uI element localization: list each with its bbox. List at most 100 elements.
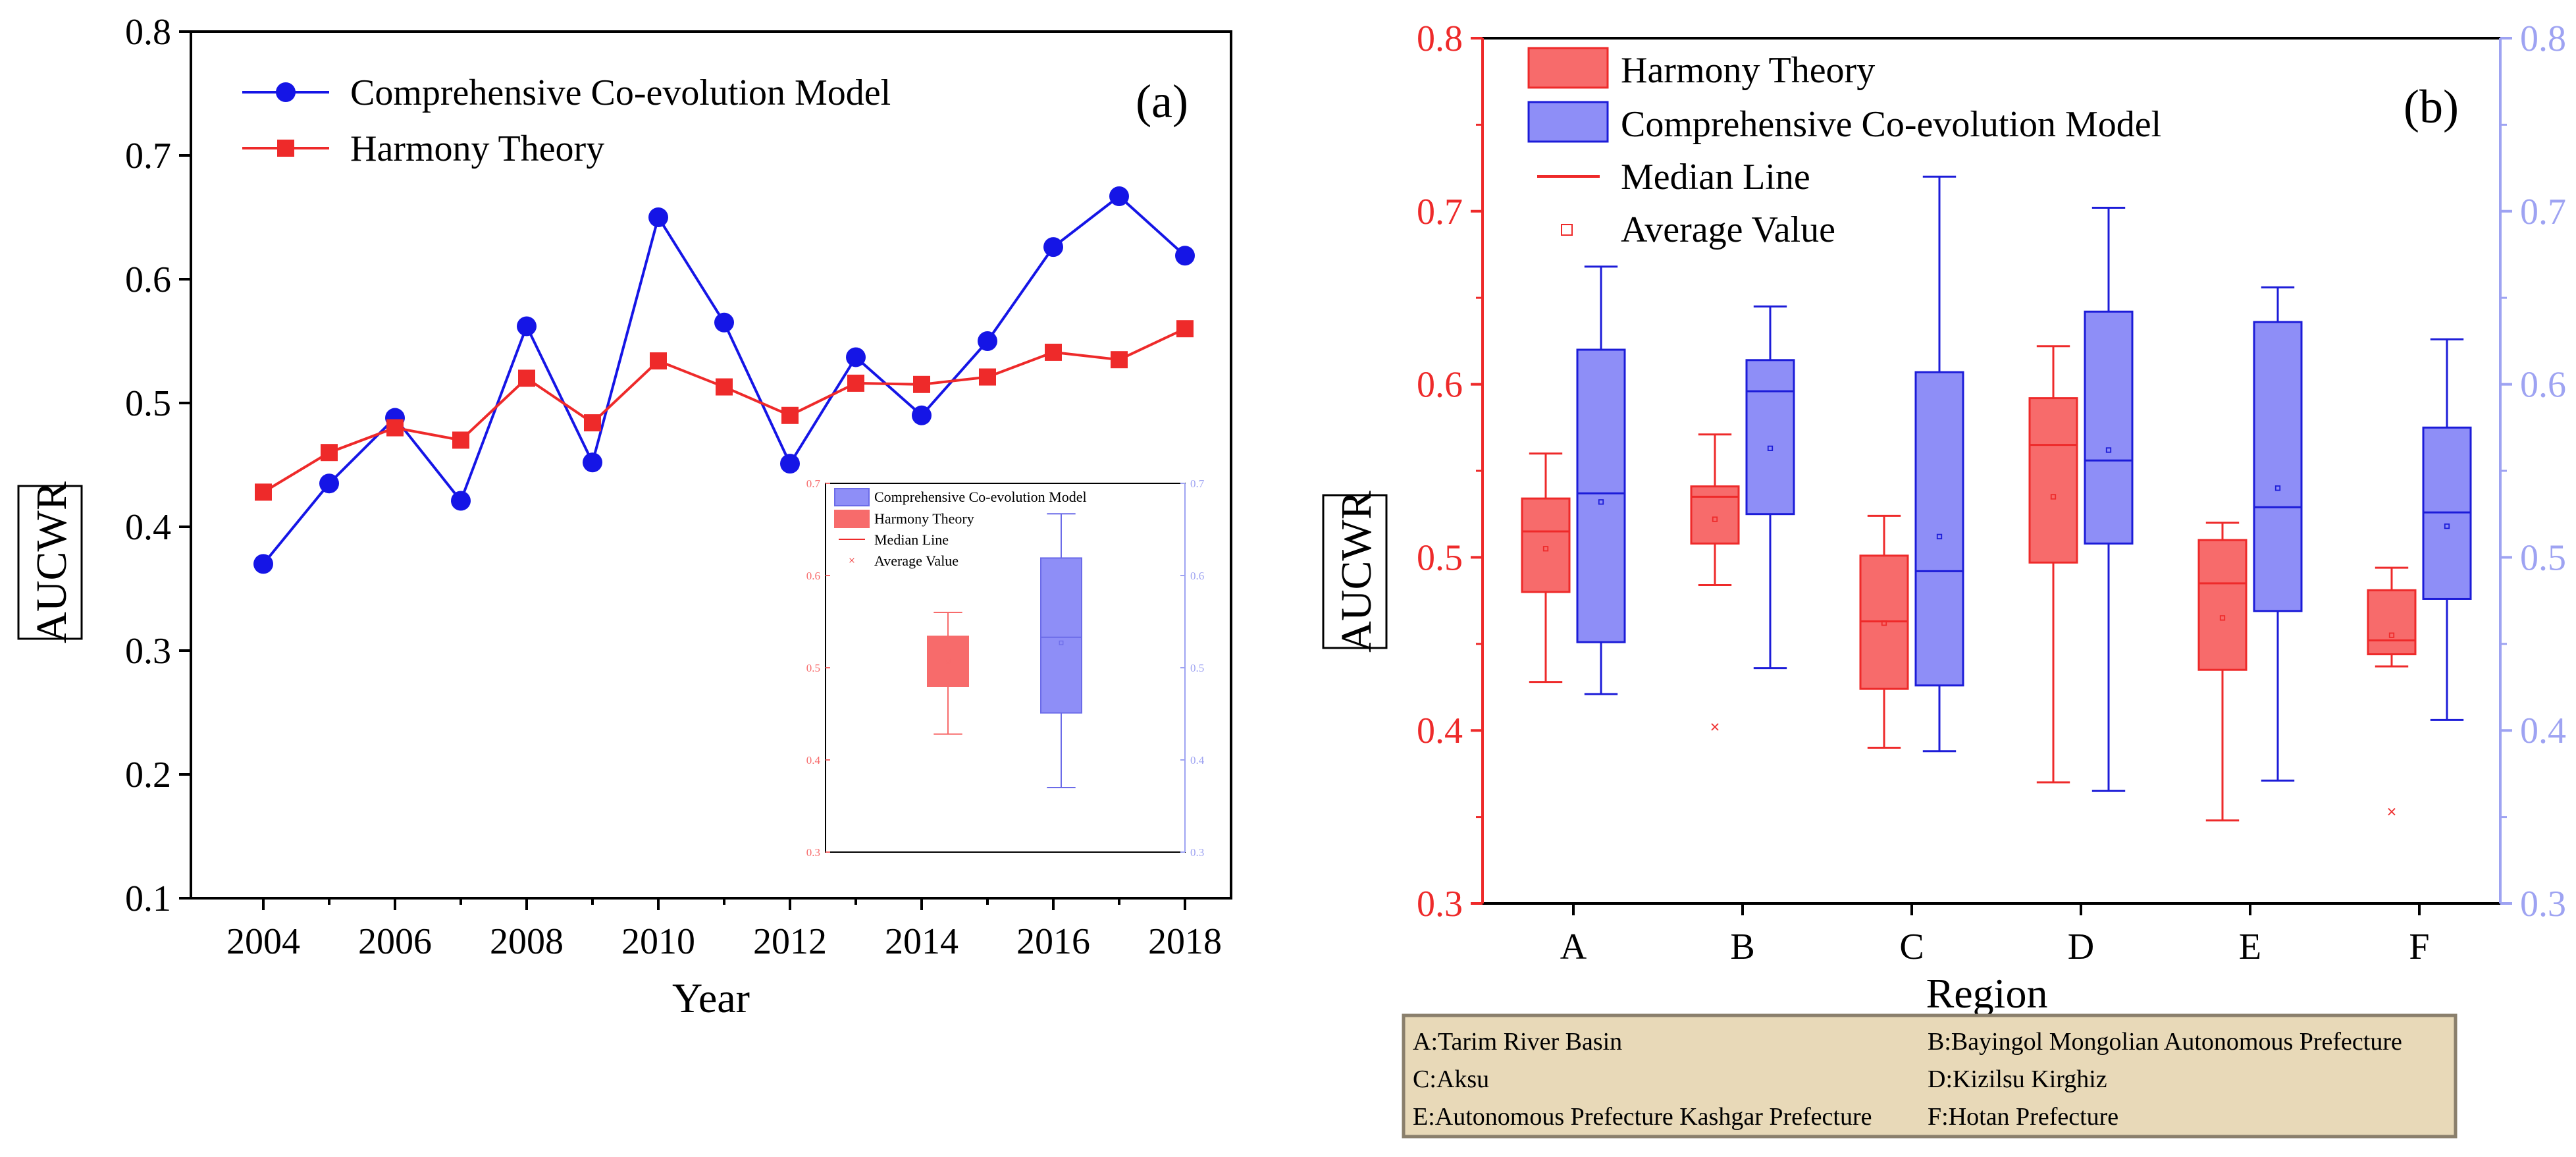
box-iqr <box>927 635 969 687</box>
inset-y-tick-label: 0.3 <box>806 846 820 859</box>
legend-swatch-harmony <box>1527 47 1609 89</box>
legend-b: Harmony Theory Comprehensive Co-evolution… <box>1527 47 2161 250</box>
inset-y-tick-label: 0.5 <box>806 662 820 674</box>
box-iqr <box>2084 310 2134 545</box>
y-tick-label-a: 0.1 <box>125 878 171 919</box>
box-ccm-B <box>1745 305 1795 670</box>
legend-label-b: Comprehensive Co-evolution Model <box>1621 104 2161 145</box>
legend-label-b: Median Line <box>1621 157 1810 198</box>
y-axis-label-b: AUCWR <box>1332 491 1380 653</box>
point-harmony <box>913 375 930 393</box>
legend-label-a: Harmony Theory <box>350 128 604 169</box>
point-harmony <box>255 483 272 501</box>
inset-y2-tick-label: 0.5 <box>1190 662 1204 674</box>
mean-marker <box>2444 523 2450 529</box>
inset-y-tick-label: 0.6 <box>806 570 820 582</box>
point-harmony <box>716 378 733 396</box>
x-tick-label-b: B <box>1730 927 1754 967</box>
legend-marker-a <box>277 140 294 157</box>
inset-frame <box>825 483 1186 853</box>
y-tick-label-a: 0.3 <box>125 631 171 672</box>
x-tick-label-a: 2008 <box>490 921 564 962</box>
box-iqr <box>1914 371 1964 687</box>
mean-marker <box>1542 546 1549 552</box>
y-tick-label-b: 0.6 <box>1417 365 1463 406</box>
point-harmony <box>1045 343 1062 361</box>
x-tick-label-a: 2012 <box>753 921 827 962</box>
y2-tick-label-b: 0.7 <box>2520 192 2566 232</box>
x-tick-label-a: 2006 <box>358 921 432 962</box>
x-tick-label-a: 2016 <box>1016 921 1090 962</box>
y-tick-label-a: 0.7 <box>125 136 171 176</box>
point-harmony <box>452 431 469 449</box>
box-iqr <box>2253 321 2303 612</box>
box-ccm-A <box>1576 265 1626 695</box>
box-harmony-B <box>1690 433 1740 731</box>
mean-marker <box>2105 447 2112 453</box>
point-ccm <box>714 312 734 333</box>
inset-chart: 0.3 0.3 0.4 0.4 0.5 0.5 0.6 0.6 0.7 0.7 Comprehens… <box>806 477 1205 859</box>
x-tick-label-b: C <box>1899 927 1924 967</box>
point-ccm <box>253 554 273 574</box>
mean-marker <box>2219 615 2226 621</box>
mean-marker <box>945 659 951 664</box>
mean-marker <box>1767 445 1774 451</box>
x-tick-label-b: D <box>2068 927 2094 967</box>
box-iqr <box>1745 359 1795 516</box>
point-harmony <box>979 368 996 386</box>
region-key-item: C:Aksu <box>1413 1065 1489 1093</box>
inset-y2-tick-label: 0.3 <box>1190 846 1204 859</box>
panel-label-b: (b) <box>2404 80 2459 133</box>
x-tick-label-b: A <box>1560 927 1587 967</box>
point-ccm <box>912 405 932 425</box>
point-harmony <box>1176 320 1194 338</box>
legend-swatch-ccm <box>1527 101 1609 143</box>
y-tick-label-a: 0.6 <box>125 259 171 300</box>
mean-marker <box>1712 516 1718 522</box>
point-ccm <box>1175 246 1195 266</box>
mean-marker <box>1598 499 1604 505</box>
legend-label-b: Average Value <box>1621 209 1835 250</box>
box-iqr <box>1521 497 1571 593</box>
region-key-item: F:Hotan Prefecture <box>1928 1103 2118 1131</box>
legend-a: Comprehensive Co-evolution Model Harmony … <box>242 72 891 169</box>
region-key-item: D:Kizilsu Kirghiz <box>1928 1065 2107 1093</box>
point-harmony <box>847 374 864 392</box>
y-tick-label-b: 0.5 <box>1417 537 1463 578</box>
x-tick-label-a: 2004 <box>226 921 300 962</box>
mean-marker <box>2274 485 2281 491</box>
region-key-item: B:Bayingol Mongolian Autonomous Prefectu… <box>1928 1028 2402 1056</box>
region-key-box <box>1402 1013 2458 1139</box>
box-iqr <box>1690 485 1740 545</box>
x-tick-label-b: E <box>2239 927 2261 967</box>
inset-y-tick-label: 0.7 <box>806 477 821 490</box>
point-ccm <box>978 331 997 351</box>
box-harmony-E <box>2197 522 2247 822</box>
y2-tick-label-b: 0.5 <box>2520 537 2566 578</box>
region-key-item: E:Autonomous Prefecture Kashgar Prefectu… <box>1413 1103 1872 1131</box>
y2-tick-label-b: 0.4 <box>2520 711 2566 751</box>
inset-box-harmony <box>927 612 969 735</box>
point-harmony <box>781 406 799 424</box>
point-ccm <box>583 452 602 473</box>
x-tick-label-a: 2010 <box>621 921 695 962</box>
point-ccm <box>1043 237 1063 257</box>
inset-y2-tick-label: 0.6 <box>1190 570 1204 582</box>
point-ccm <box>451 491 471 511</box>
y-tick-label-a: 0.2 <box>125 755 171 795</box>
inset-legend-swatch-ccm <box>834 488 870 506</box>
y-label-box-b <box>1322 494 1388 649</box>
legend-marker-a <box>276 82 296 102</box>
legend-label-a: Comprehensive Co-evolution Model <box>350 72 891 113</box>
x-tick-label-a: 2014 <box>885 921 959 962</box>
y2-tick-label-b: 0.3 <box>2520 884 2566 925</box>
region-key: A:Tarim River Basin B:Bayingol Mongolian … <box>1402 1013 2458 1139</box>
mean-marker <box>2050 494 2057 500</box>
box-ccm-D <box>2084 207 2134 792</box>
box-harmony-C <box>1859 514 1909 749</box>
point-ccm <box>517 316 537 336</box>
panel-a-frame <box>190 30 1232 900</box>
point-ccm <box>846 347 866 367</box>
point-ccm <box>1109 186 1129 207</box>
point-harmony <box>1111 351 1128 369</box>
